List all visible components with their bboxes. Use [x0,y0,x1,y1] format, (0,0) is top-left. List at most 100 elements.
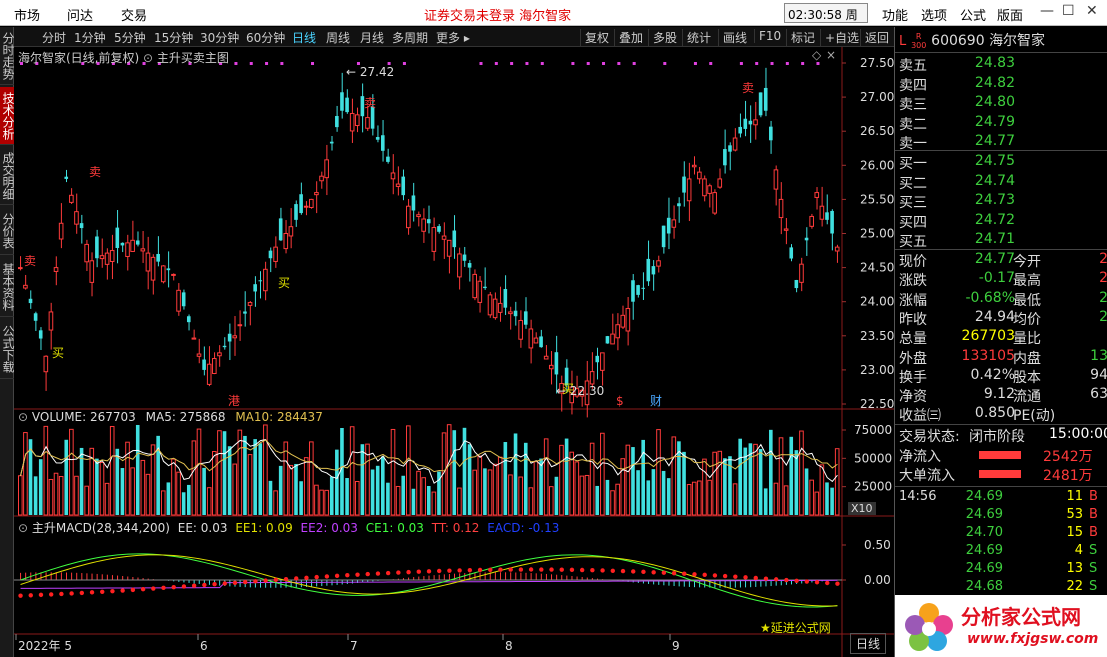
candle-body [723,149,727,166]
quote-panel: L R 300 600690 海尔智家 卖五 24.83 卖四 24.82 卖三 … [894,27,1107,657]
macd-menu-icon[interactable]: ⊙ [18,521,32,535]
price-tick-label: 23.00 [860,363,894,377]
login-warning[interactable]: 证券交易未登录 海尔智家 [424,9,572,24]
macd-tt-dot [110,588,115,594]
bid-row[interactable]: 买三 24.73 [895,192,1107,211]
volume-bar [625,444,631,516]
candle-body [753,119,758,126]
tool-stats[interactable]: 统计 [682,29,711,46]
menu-market[interactable]: 市场 [14,9,41,24]
close-icon[interactable]: ✕ [1086,3,1098,19]
period-15min[interactable]: 15分钟 [154,31,194,45]
tool-multi-stock[interactable]: 多股 [648,29,677,46]
tab-trades[interactable]: 成交明细 [0,147,15,205]
maximize-icon[interactable]: ☐ [1062,3,1075,19]
ask-row[interactable]: 卖三 24.80 [895,94,1107,113]
macd-name: 主升MACD(28,344,200) [31,521,170,535]
volume-bar [237,429,243,516]
ask-row[interactable]: 卖五 24.83 [895,55,1107,74]
volume-bar [288,464,294,516]
tab-formula-download[interactable]: 公式下载 [0,319,15,379]
signal-dot [510,62,514,65]
tab-price-table[interactable]: 分价表 [0,207,15,255]
period-5min[interactable]: 5分钟 [114,31,146,45]
tool-back[interactable]: 返回 [860,29,889,46]
tick-volume: 11 [1066,489,1083,504]
volume-bar [492,463,498,516]
buy-marker: 买 [562,382,574,396]
bid-row[interactable]: 买五 24.71 [895,231,1107,250]
tool-rights[interactable]: 复权 [580,29,609,46]
tool-draw[interactable]: 画线 [718,29,747,46]
volume-bar [206,487,212,516]
macd-tt-dot [651,570,656,575]
macd-tt-dot [416,569,421,574]
kline-chart[interactable]: 27.50 27.00 26.50 26.00 25.50 25.00 24.50 24.00… [0,27,894,657]
period-indicator-button[interactable]: 日线 [850,633,887,654]
tool-f10[interactable]: F10 [754,29,781,43]
tab-basic-info[interactable]: 基本资料 [0,257,15,317]
volume-bar [682,451,686,515]
candle-body [426,219,431,224]
stat-label: 收益㈢ [899,408,941,425]
signal-dot [586,62,590,65]
macd-tt-dot [477,567,483,573]
volume-bar [804,468,809,515]
period-multi[interactable]: 多周期 [392,31,429,45]
menu-options[interactable]: 选项 [921,9,948,24]
bid-row[interactable]: 买一 24.75 [895,153,1107,172]
period-monthly[interactable]: 月线 [360,31,385,45]
candle-body [160,265,166,283]
bid-row[interactable]: 买二 24.74 [895,173,1107,192]
period-60min[interactable]: 60分钟 [246,31,286,45]
close-chart-icon: × [826,48,836,62]
indicator-dropdown-icon[interactable]: ⊙ [143,51,157,65]
period-30min[interactable]: 30分钟 [200,31,240,45]
candle-body [95,236,99,259]
stat-label-2: 最低 [1013,292,1041,309]
macd-tt-dot [784,577,789,583]
volume-bar [89,447,95,516]
ask-label: 卖二 [899,116,927,133]
candle-body [830,210,834,234]
ask-row[interactable]: 卖一 24.77 [895,133,1107,152]
indicator-name[interactable]: 主升买卖主图 [156,51,229,65]
tool-add-watch[interactable]: +自选 [820,29,859,46]
ask-row[interactable]: 卖二 24.79 [895,114,1107,133]
tick-price: 24.69 [965,543,1003,558]
signal-dot [402,62,406,65]
volume-bar [303,457,309,516]
macd-tt-dot [181,584,187,589]
menu-formula[interactable]: 公式 [960,9,987,24]
period-daily[interactable]: 日线 [292,31,317,45]
tool-overlay[interactable]: 叠加 [614,29,643,46]
volume-bar [345,478,349,515]
period-1min[interactable]: 1分钟 [74,31,106,45]
menu-layout[interactable]: 版面 [997,9,1024,24]
minimize-icon[interactable]: — [1040,3,1054,19]
tool-mark[interactable]: 标记 [786,29,815,46]
menu-trade[interactable]: 交易 [121,9,148,24]
volume-bar [437,471,441,515]
volume-menu-icon[interactable]: ⊙ [18,410,32,424]
bid-row[interactable]: 买四 24.72 [895,212,1107,231]
tab-timeshare[interactable]: 分时走势 [0,27,15,85]
volume-bar [354,481,360,516]
period-weekly[interactable]: 周线 [326,31,351,45]
stock-header: L R 300 600690 海尔智家 [899,30,1045,50]
stat-value-2: 63 [1090,386,1107,403]
period-more[interactable]: 更多 ▸ [436,31,470,45]
macd-legend: ⊙ 主升MACD(28,344,200) EE: 0.03 EE1: 0.09 … [18,519,559,536]
volume-bar [79,447,84,515]
stat-value-2: 2 [1099,251,1107,267]
menu-wenda[interactable]: 问达 [67,9,94,24]
volume-bar [677,441,681,515]
volume-bar [656,429,661,516]
volume-bar [258,443,263,515]
tab-technical[interactable]: 技术分析 [0,87,15,145]
menu-function[interactable]: 功能 [882,9,909,24]
ask-row[interactable]: 卖四 24.82 [895,75,1107,94]
period-timeshare[interactable]: 分时 [42,31,67,45]
stat-row: 现价 24.77 今开 2 [895,251,1107,270]
stat-label: 现价 [899,254,927,270]
